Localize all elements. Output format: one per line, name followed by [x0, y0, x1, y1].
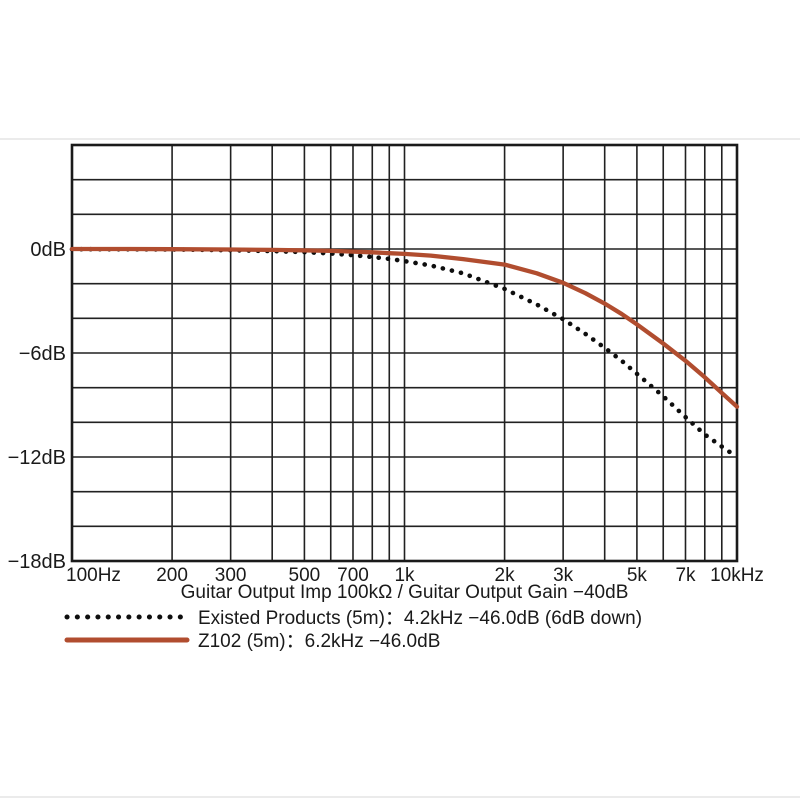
x-tick-label: 300 [215, 565, 247, 586]
legend-item-existed-products: Existed Products (5m)：4.2kHz −46.0dB (6d… [64, 605, 643, 629]
x-tick-label: 200 [156, 565, 188, 586]
y-tick-label: −6dB [19, 343, 66, 365]
solid-line-swatch-icon [64, 637, 190, 642]
y-tick-label: −18dB [8, 551, 66, 573]
plot-border [70, 143, 739, 563]
x-tick-label: 500 [289, 565, 321, 586]
x-tick-label: 3k [553, 565, 574, 586]
legend: Existed Products (5m)：4.2kHz −46.0dB (6d… [64, 605, 643, 652]
legend-item-z102: Z102 (5m)：6.2kHz −46.0dB [64, 628, 642, 652]
x-tick-label: 2k [495, 565, 516, 586]
photo-bottom-edge [0, 796, 800, 798]
series-curve-z102 [69, 246, 740, 409]
legend-label-existed-products: Existed Products (5m)：4.2kHz −46.0dB (6d… [198, 608, 643, 629]
x-tick-label: 7k [675, 565, 696, 586]
y-tick-label: 0dB [30, 239, 66, 261]
x-tick-label: 100Hz [66, 565, 121, 586]
photo-top-edge [0, 138, 800, 140]
series-curve-existed-products [69, 246, 740, 460]
x-tick-label: 1k [394, 565, 415, 586]
x-tick-label: 10kHz [710, 565, 764, 586]
x-tick-label: 5k [627, 565, 648, 586]
x-tick-label: 700 [337, 565, 369, 586]
x-axis-title: Guitar Output Imp 100kΩ / Guitar Output … [180, 582, 629, 603]
legend-label-z102: Z102 (5m)：6.2kHz −46.0dB [198, 631, 441, 652]
dotted-line-swatch-icon [64, 614, 190, 619]
y-tick-label: −12dB [8, 447, 66, 469]
